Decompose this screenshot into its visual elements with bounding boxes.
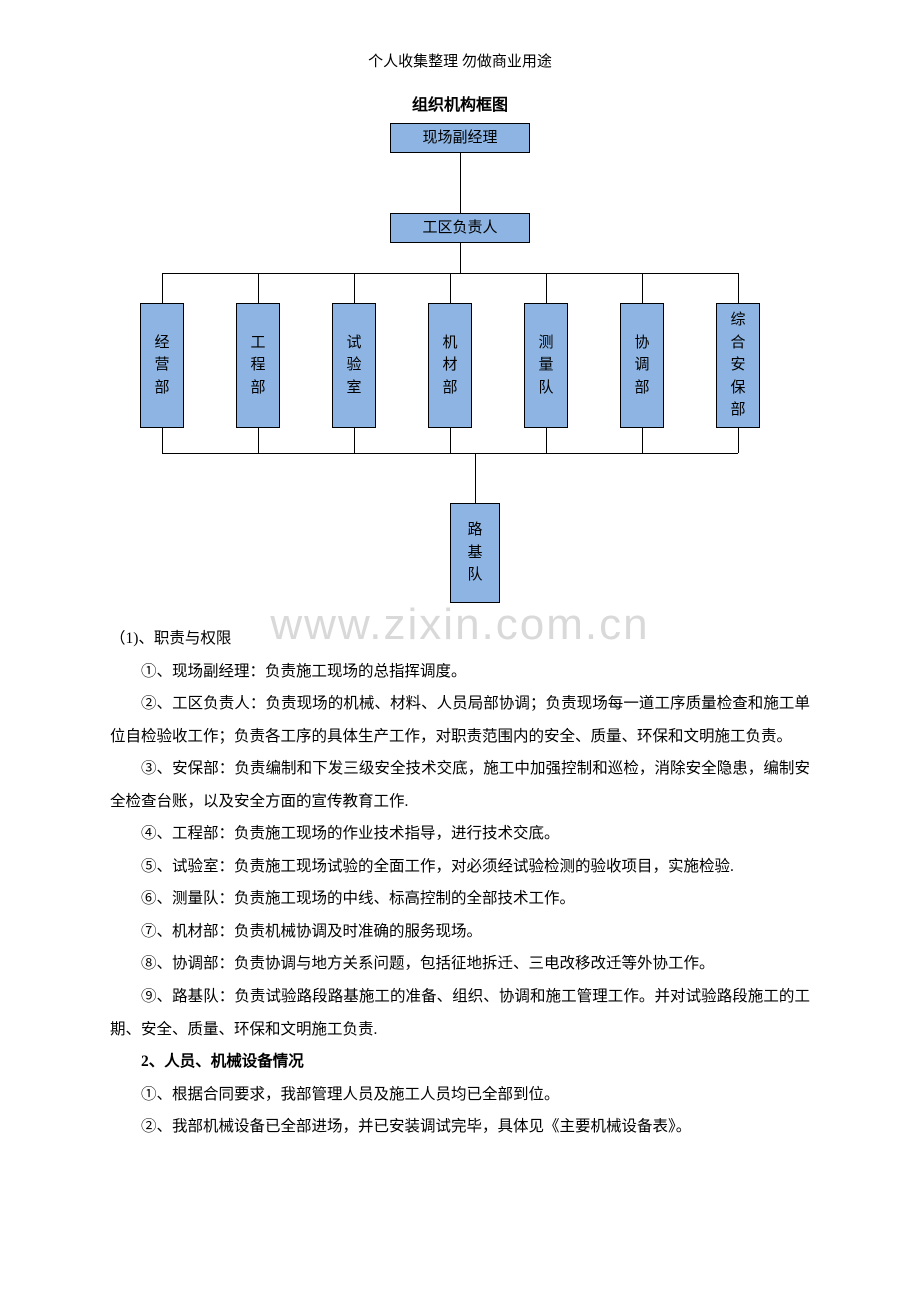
- chart-title: 组织机构框图: [110, 91, 810, 115]
- paragraph: ②、工区负责人：负责现场的机械、材料、人员局部协调；负责现场每一道工序质量检查和…: [110, 688, 810, 753]
- connector-line: [354, 273, 355, 303]
- connector-line: [738, 273, 739, 303]
- section-title: 2、人员、机械设备情况: [110, 1046, 810, 1079]
- connector-line: [546, 428, 547, 453]
- body-text: （1)、职责与权限 ①、现场副经理：负责施工现场的总指挥调度。 ②、工区负责人：…: [110, 623, 810, 1144]
- org-node-mid: 工区负责人: [390, 213, 530, 243]
- connector-line: [162, 428, 163, 453]
- org-node-row-2: 试验室: [332, 303, 376, 428]
- connector-line: [258, 428, 259, 453]
- org-node-row-0: 经营部: [140, 303, 184, 428]
- org-node-row-4: 测量队: [524, 303, 568, 428]
- connector-line: [475, 453, 476, 503]
- connector-line: [450, 428, 451, 453]
- org-node-top: 现场副经理: [390, 123, 530, 153]
- paragraph: ②、我部机械设备已全部进场，并已安装调试完毕，具体见《主要机械设备表》。: [110, 1111, 810, 1144]
- connector-line: [460, 153, 461, 213]
- connector-line: [162, 273, 163, 303]
- paragraph: ①、现场副经理：负责施工现场的总指挥调度。: [110, 656, 810, 689]
- header-note: 个人收集整理 勿做商业用途: [110, 50, 810, 71]
- paragraph: （1)、职责与权限: [110, 623, 810, 656]
- paragraph: ⑦、机材部：负责机械协调及时准确的服务现场。: [110, 916, 810, 949]
- org-node-bottom: 路基队: [450, 503, 500, 603]
- paragraph: ⑧、协调部：负责协调与地方关系问题，包括征地拆迁、三电改移改迁等外协工作。: [110, 948, 810, 981]
- connector-line: [460, 243, 461, 273]
- org-node-row-1: 工程部: [236, 303, 280, 428]
- connector-line: [546, 273, 547, 303]
- paragraph: ⑤、试验室：负责施工现场试验的全面工作，对必须经试验检测的验收项目，实施检验.: [110, 851, 810, 884]
- connector-line: [450, 273, 451, 303]
- org-chart: 现场副经理工区负责人经营部 工程部 试验室 机材部 测量队 协调部 综合安保部路基队: [110, 123, 810, 623]
- paragraph: ①、根据合同要求，我部管理人员及施工人员均已全部到位。: [110, 1079, 810, 1112]
- paragraph: ④、工程部：负责施工现场的作业技术指导，进行技术交底。: [110, 818, 810, 851]
- org-node-row-5: 协调部: [620, 303, 664, 428]
- paragraph: ⑥、测量队：负责施工现场的中线、标高控制的全部技术工作。: [110, 883, 810, 916]
- connector-line: [354, 428, 355, 453]
- paragraph: ③、安保部：负责编制和下发三级安全技术交底，施工中加强控制和巡检，消除安全隐患，…: [110, 753, 810, 818]
- org-node-row-6: 综合安保部: [716, 303, 760, 428]
- connector-line: [738, 428, 739, 453]
- connector-line: [258, 273, 259, 303]
- org-node-row-3: 机材部: [428, 303, 472, 428]
- paragraph: ⑨、路基队：负责试验路段路基施工的准备、组织、协调和施工管理工作。并对试验路段施…: [110, 981, 810, 1046]
- connector-line: [642, 428, 643, 453]
- connector-line: [162, 453, 738, 454]
- connector-line: [642, 273, 643, 303]
